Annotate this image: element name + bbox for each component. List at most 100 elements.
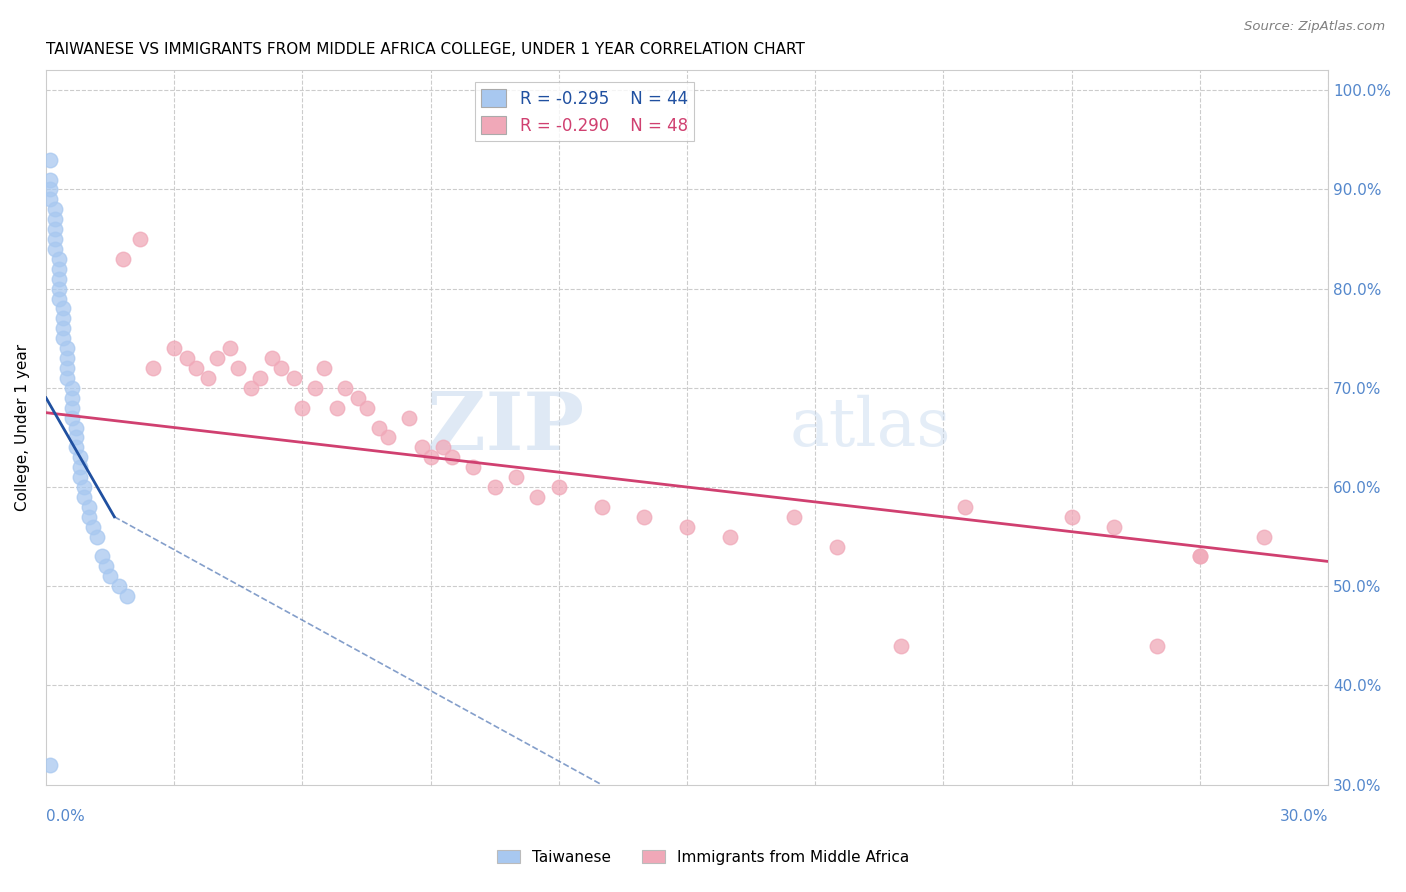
Y-axis label: College, Under 1 year: College, Under 1 year [15, 344, 30, 511]
Point [69, 460, 91, 475]
Point [368, 420, 391, 434]
Legend: Taiwanese, Immigrants from Middle Africa: Taiwanese, Immigrants from Middle Africa [491, 844, 915, 871]
Point [73, 480, 96, 494]
Text: ZIP: ZIP [427, 389, 585, 467]
Text: atlas: atlas [790, 395, 950, 460]
Point [48, 292, 70, 306]
Point [60, 381, 83, 395]
Point [1060, 509, 1083, 524]
Point [56, 351, 79, 365]
Point [526, 490, 548, 504]
Point [56, 361, 79, 376]
Point [65, 441, 87, 455]
Point [69, 450, 91, 465]
Point [463, 460, 485, 475]
Point [142, 361, 165, 376]
Point [547, 480, 569, 494]
Point [262, 351, 284, 365]
Point [218, 341, 240, 355]
Point [44, 232, 66, 246]
Point [356, 401, 378, 415]
Point [249, 371, 271, 385]
Text: TAIWANESE VS IMMIGRANTS FROM MIDDLE AFRICA COLLEGE, UNDER 1 YEAR CORRELATION CHA: TAIWANESE VS IMMIGRANTS FROM MIDDLE AFRI… [46, 42, 804, 57]
Point [1188, 549, 1211, 564]
Point [111, 252, 134, 266]
Point [226, 361, 249, 376]
Point [718, 530, 741, 544]
Point [953, 500, 976, 514]
Point [90, 549, 112, 564]
Legend: R = -0.295    N = 44, R = -0.290    N = 48: R = -0.295 N = 44, R = -0.290 N = 48 [475, 82, 695, 141]
Point [205, 351, 228, 365]
Point [304, 381, 326, 395]
Point [44, 212, 66, 227]
Point [333, 381, 356, 395]
Point [283, 371, 305, 385]
Point [69, 470, 91, 484]
Point [398, 410, 420, 425]
Point [347, 391, 370, 405]
Point [77, 509, 100, 524]
Point [1188, 549, 1211, 564]
Point [39, 172, 62, 186]
Point [48, 252, 70, 266]
Point [60, 391, 83, 405]
Text: 0.0%: 0.0% [46, 809, 84, 824]
Point [52, 331, 75, 345]
Point [505, 470, 527, 484]
Point [39, 193, 62, 207]
Point [44, 242, 66, 256]
Point [39, 182, 62, 196]
Point [115, 589, 138, 603]
Point [94, 559, 117, 574]
Point [783, 509, 806, 524]
Point [52, 301, 75, 316]
Point [1253, 530, 1275, 544]
Point [44, 222, 66, 236]
Point [184, 361, 207, 376]
Point [56, 371, 79, 385]
Point [1104, 519, 1126, 533]
Point [48, 261, 70, 276]
Text: Source: ZipAtlas.com: Source: ZipAtlas.com [1244, 20, 1385, 33]
Point [312, 361, 335, 376]
Point [44, 202, 66, 217]
Point [591, 500, 613, 514]
Point [484, 480, 506, 494]
Point [890, 639, 912, 653]
Point [48, 271, 70, 285]
Point [39, 757, 62, 772]
Point [48, 282, 70, 296]
Point [411, 441, 433, 455]
Point [270, 361, 292, 376]
Point [129, 232, 152, 246]
Point [65, 420, 87, 434]
Point [39, 153, 62, 167]
Point [440, 450, 463, 465]
Point [56, 341, 79, 355]
Point [1146, 639, 1168, 653]
Point [86, 530, 108, 544]
Point [377, 430, 399, 444]
Point [633, 509, 655, 524]
Point [291, 401, 314, 415]
Text: 30.0%: 30.0% [1279, 809, 1329, 824]
Point [419, 450, 441, 465]
Point [432, 441, 454, 455]
Point [197, 371, 219, 385]
Point [325, 401, 347, 415]
Point [52, 321, 75, 335]
Point [676, 519, 699, 533]
Point [163, 341, 186, 355]
Point [107, 579, 129, 593]
Point [60, 401, 83, 415]
Point [82, 519, 104, 533]
Point [98, 569, 121, 583]
Point [176, 351, 198, 365]
Point [52, 311, 75, 326]
Point [73, 490, 96, 504]
Point [825, 540, 848, 554]
Point [77, 500, 100, 514]
Point [60, 410, 83, 425]
Point [240, 381, 263, 395]
